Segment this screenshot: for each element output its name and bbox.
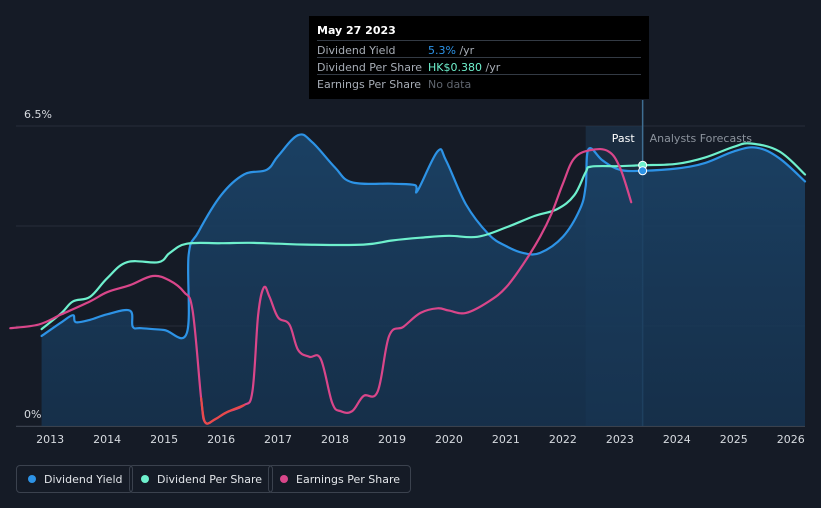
x-tick-label: 2019 (378, 433, 406, 446)
x-tick-label: 2016 (207, 433, 235, 446)
legend-dot-icon (141, 475, 149, 483)
tooltip-value-line: HK$0.380 /yr (428, 61, 500, 74)
x-tick-label: 2023 (606, 433, 634, 446)
tooltip-label: Dividend Yield (317, 44, 396, 57)
x-tick-label: 2018 (321, 433, 349, 446)
x-tick-label: 2013 (36, 433, 64, 446)
legend-item-dividend-yield[interactable]: Dividend Yield (16, 465, 134, 493)
x-tick-label: 2017 (264, 433, 292, 446)
forecast-label: Analysts Forecasts (650, 132, 753, 145)
dividend-per-share-line (40, 142, 807, 331)
earnings-per-share-low-segment (200, 397, 245, 425)
x-tick-label: 2025 (720, 433, 748, 446)
x-tick-label: 2026 (777, 433, 805, 446)
dividend-yield-line (40, 133, 807, 340)
tooltip-value: No data (428, 78, 472, 91)
tooltip-value-line: 5.3% /yr (428, 44, 474, 57)
tooltip-unit: /yr (459, 44, 475, 57)
earnings-per-share-line (9, 147, 633, 425)
y-tick-label-max: 6.5% (24, 108, 52, 121)
dividend-yield-area (41, 134, 806, 426)
legend-item-dividend-per-share[interactable]: Dividend Per Share (129, 465, 274, 493)
x-tick-label: 2020 (435, 433, 463, 446)
legend-item-earnings-per-share[interactable]: Earnings Per Share (268, 465, 412, 493)
x-tick-label: 2024 (663, 433, 691, 446)
legend-label: Earnings Per Share (296, 472, 401, 486)
tooltip-row-dividend-per-share: Dividend Per Share HK$0.380 /yr (317, 57, 641, 75)
tooltip-row-earnings-per-share: Earnings Per Share No data (317, 74, 641, 92)
tooltip-value: 5.3% (428, 44, 456, 57)
tooltip: May 27 2023 Dividend Yield 5.3% /yr Divi… (309, 16, 649, 99)
tooltip-date: May 27 2023 (317, 24, 396, 37)
legend-label: Dividend Yield (44, 472, 123, 486)
x-tick-label: 2021 (492, 433, 520, 446)
tooltip-value: HK$0.380 (428, 61, 482, 74)
legend-dot-icon (28, 475, 36, 483)
tooltip-label: Dividend Per Share (317, 61, 423, 74)
hover-marker (638, 166, 648, 176)
legend-label: Dividend Per Share (157, 472, 263, 486)
tooltip-unit: /yr (485, 61, 501, 74)
legend-dot-icon (280, 475, 288, 483)
tooltip-label: Earnings Per Share (317, 78, 422, 91)
tooltip-value-line: No data (428, 78, 471, 91)
tooltip-row-dividend-yield: Dividend Yield 5.3% /yr (317, 40, 641, 58)
past-label: Past (612, 132, 636, 145)
y-tick-label-min: 0% (24, 408, 41, 421)
x-tick-label: 2022 (549, 433, 577, 446)
x-tick-label: 2015 (150, 433, 178, 446)
x-tick-label: 2014 (93, 433, 121, 446)
